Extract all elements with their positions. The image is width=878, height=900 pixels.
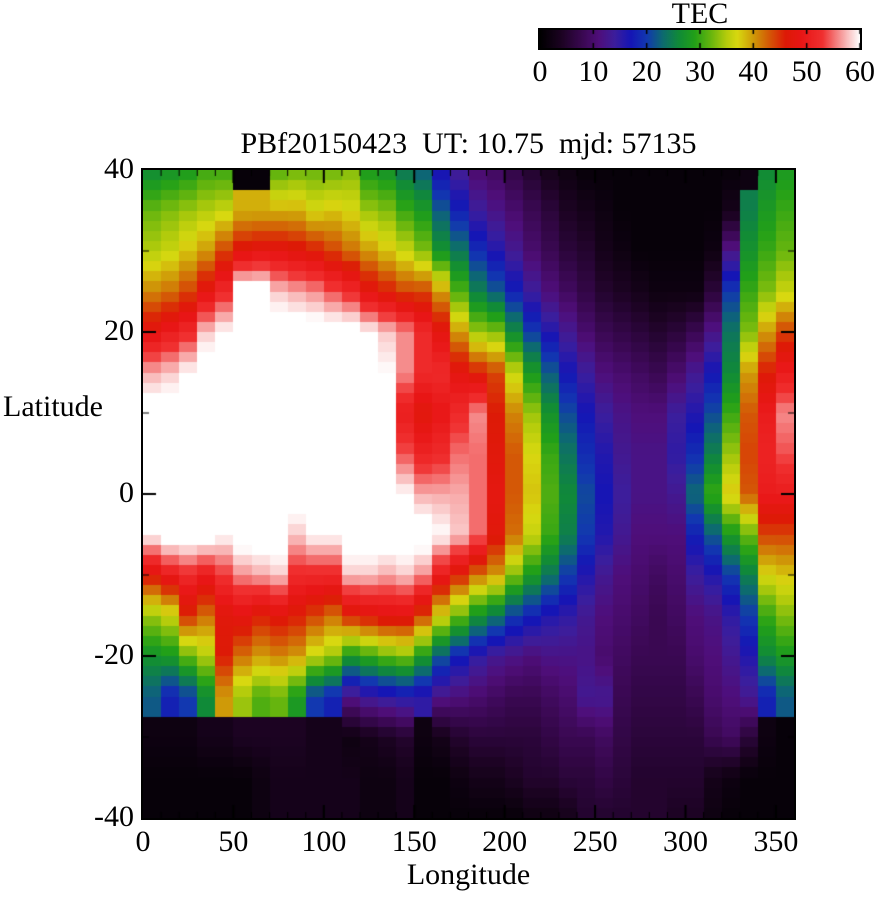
y-tick-label: 0 (119, 476, 134, 509)
plot-title: PBf20150423 UT: 10.75 mjd: 57135 (240, 127, 697, 160)
y-tick-label: 40 (104, 152, 134, 185)
y-axis-label: Latitude (3, 390, 103, 423)
colorbar-tick-label: 20 (631, 55, 662, 88)
y-tick-label: -40 (94, 800, 134, 833)
colorbar-tick-label: 0 (532, 55, 548, 88)
x-tick-label: 250 (572, 825, 618, 858)
colorbar-tick-label: 40 (738, 55, 769, 88)
x-tick-label: 200 (482, 825, 528, 858)
x-axis-label: Longitude (406, 858, 531, 891)
x-tick-label: 300 (663, 825, 708, 858)
heatmap-frame (141, 168, 796, 820)
tec-heatmap-canvas (143, 170, 794, 818)
colorbar-tick-label: 10 (578, 55, 609, 88)
colorbar-tick-label: 30 (685, 55, 715, 88)
colorbar-tick-label: 60 (845, 55, 875, 88)
x-tick-label: 50 (218, 825, 249, 858)
colorbar-tick-label: 50 (791, 55, 822, 88)
x-tick-label: 150 (391, 825, 437, 858)
y-tick-label: -20 (94, 638, 134, 671)
y-tick-label: 20 (104, 314, 134, 347)
x-tick-label: 350 (753, 825, 799, 858)
colorbar-gradient-canvas (540, 30, 860, 48)
x-tick-label: 100 (301, 825, 347, 858)
colorbar-title: TEC (671, 0, 729, 30)
x-tick-label: 0 (135, 825, 151, 858)
colorbar-frame (538, 28, 862, 50)
